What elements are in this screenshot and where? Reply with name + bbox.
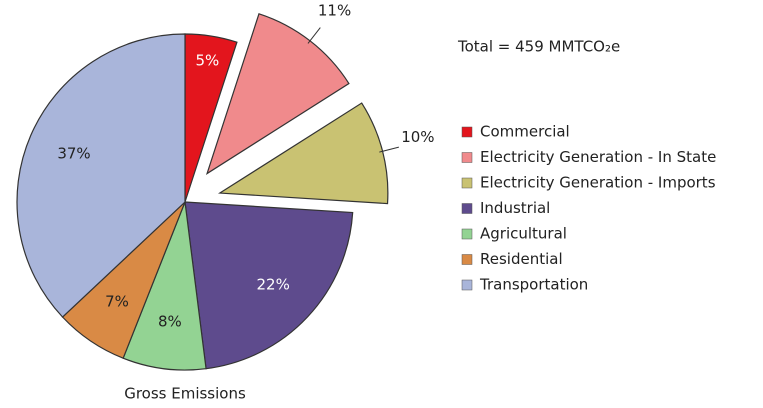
legend-label: Electricity Generation - Imports bbox=[480, 174, 716, 192]
legend-swatch bbox=[461, 254, 473, 265]
data-label: 22% bbox=[257, 275, 290, 293]
pie-slice bbox=[184, 201, 354, 370]
data-label: 7% bbox=[105, 293, 129, 311]
data-label: 8% bbox=[158, 313, 182, 331]
legend-swatch bbox=[461, 279, 473, 291]
leader-line bbox=[379, 146, 399, 153]
legend-swatch bbox=[461, 152, 473, 163]
legend-label: Agricultural bbox=[480, 225, 567, 243]
data-label: 10% bbox=[401, 128, 434, 146]
data-label: 11% bbox=[318, 1, 351, 19]
legend-swatch bbox=[461, 126, 473, 138]
legend-swatch bbox=[461, 177, 473, 189]
data-label: 37% bbox=[57, 144, 90, 162]
data-label: 5% bbox=[195, 51, 219, 69]
legend-swatch bbox=[461, 228, 473, 240]
chart-caption: Gross Emissions bbox=[124, 385, 246, 403]
legend-label: Commercial bbox=[480, 123, 570, 141]
legend-swatch bbox=[461, 203, 473, 214]
legend-label: Residential bbox=[480, 250, 563, 268]
leader-line bbox=[307, 27, 321, 44]
legend-label: Industrial bbox=[480, 199, 550, 217]
pie-slice bbox=[16, 33, 186, 318]
chart-title: Total = 459 MMTCO₂e bbox=[457, 38, 620, 56]
legend-label: Electricity Generation - In State bbox=[480, 148, 716, 166]
legend-label: Transportation bbox=[479, 276, 588, 294]
